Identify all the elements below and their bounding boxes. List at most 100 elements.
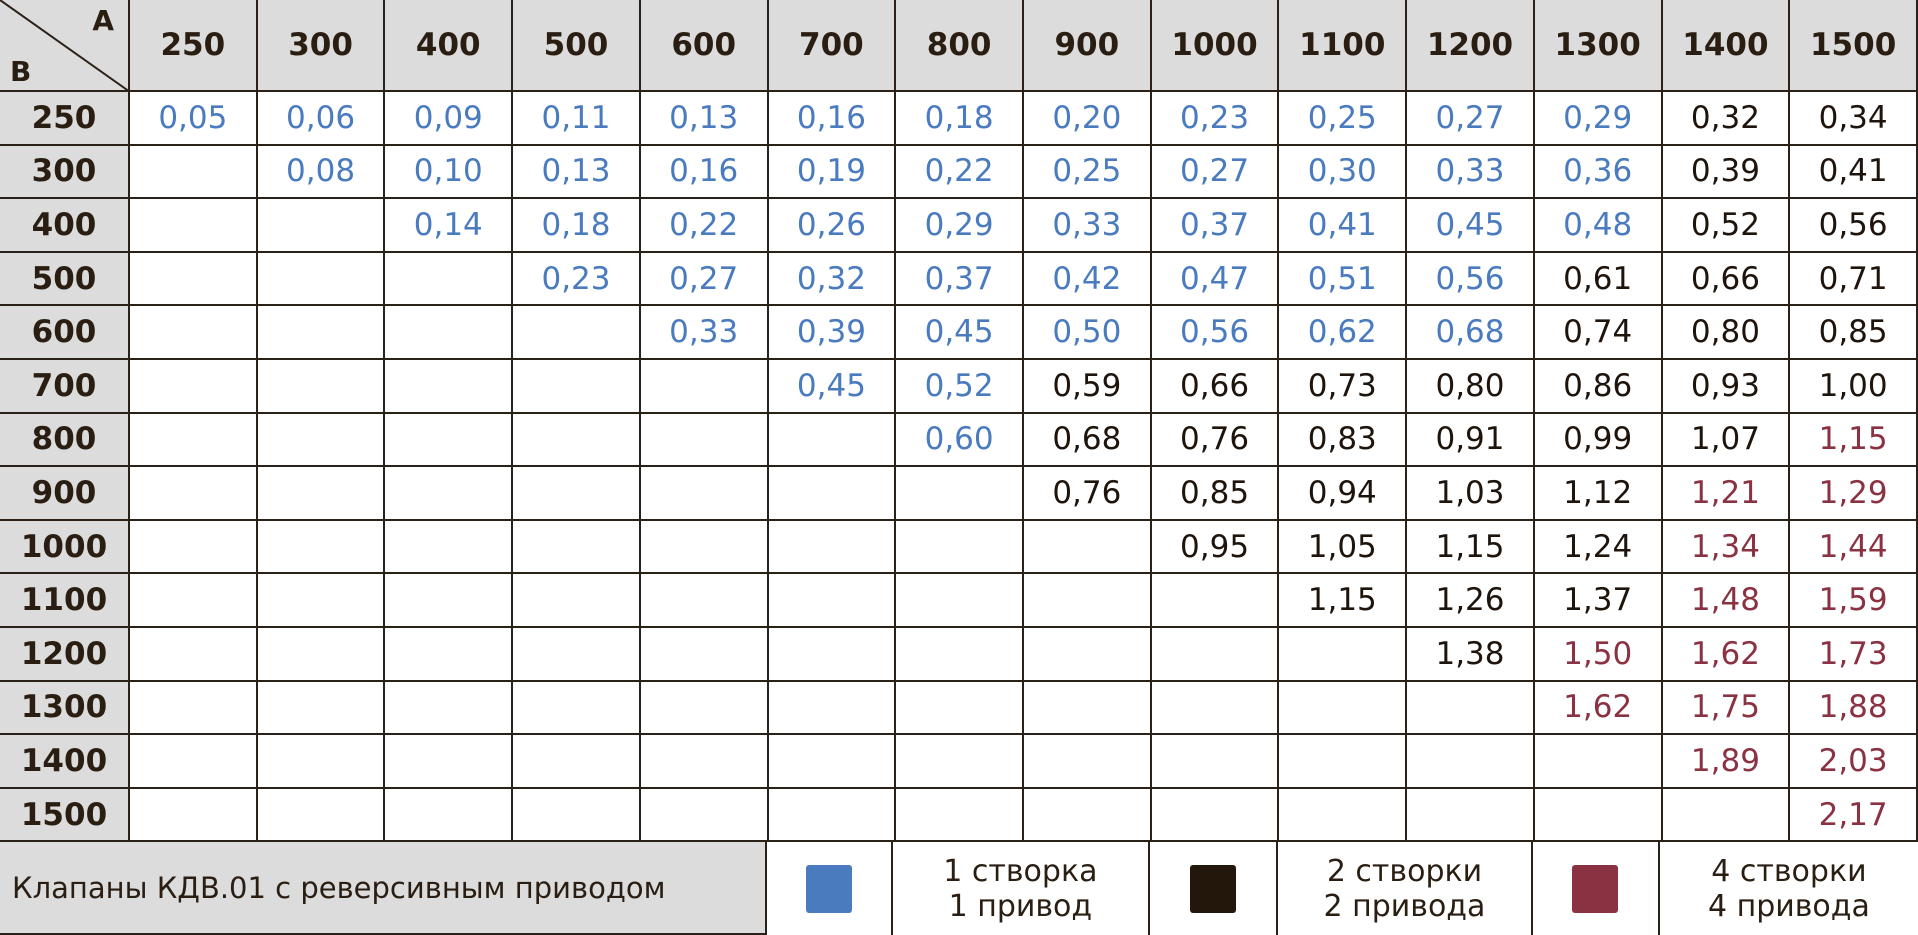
empty-cell [385, 252, 514, 307]
legend-swatch-cell [1533, 842, 1660, 935]
value-cell: 0,32 [1662, 92, 1791, 146]
empty-cell [1279, 788, 1408, 843]
value-cell: 0,60 [896, 413, 1024, 468]
empty-cell [513, 735, 641, 789]
empty-cell [1407, 735, 1535, 789]
empty-cell [640, 520, 769, 575]
row-header: 1300 [0, 681, 130, 736]
legend-label-line: 4 привода [1707, 888, 1870, 924]
value-cell: 0,25 [1024, 145, 1152, 200]
legend-label: 1 створка 1 привод [893, 842, 1150, 935]
value-cell: 0,13 [640, 92, 769, 146]
value-cell: 0,85 [1790, 306, 1918, 360]
empty-cell [1024, 735, 1152, 789]
value-cell: 0,27 [1407, 92, 1535, 146]
value-cell: 0,86 [1534, 360, 1663, 414]
row-header: 1200 [0, 628, 130, 682]
empty-cell [640, 413, 769, 468]
empty-cell [130, 788, 258, 843]
column-header: 300 [257, 0, 386, 92]
value-cell: 0,26 [768, 199, 897, 253]
empty-cell [257, 520, 386, 575]
value-cell: 0,33 [1407, 145, 1535, 200]
value-cell: 0,56 [1790, 199, 1918, 253]
value-cell: 1,12 [1534, 467, 1663, 521]
value-cell: 0,23 [513, 252, 641, 307]
value-cell: 0,68 [1407, 306, 1535, 360]
corner-diagonal [0, 0, 130, 92]
value-cell: 2,17 [1790, 788, 1918, 843]
empty-cell [1279, 735, 1408, 789]
value-cell: 0,45 [1407, 199, 1535, 253]
value-cell: 0,34 [1790, 92, 1918, 146]
empty-cell [130, 360, 258, 414]
empty-cell [1151, 681, 1280, 736]
value-cell: 0,80 [1407, 360, 1535, 414]
value-cell: 1,38 [1407, 628, 1535, 682]
empty-cell [130, 681, 258, 736]
value-cell: 0,36 [1534, 145, 1663, 200]
empty-cell [640, 681, 769, 736]
empty-cell [513, 360, 641, 414]
value-cell: 0,29 [1534, 92, 1663, 146]
value-cell: 0,99 [1534, 413, 1663, 468]
value-cell: 0,32 [768, 252, 897, 307]
value-cell: 0,30 [1279, 145, 1408, 200]
empty-cell [1151, 788, 1280, 843]
empty-cell [768, 467, 897, 521]
empty-cell [130, 199, 258, 253]
legend-swatch [1190, 864, 1237, 913]
empty-cell [130, 306, 258, 360]
empty-cell [130, 574, 258, 628]
empty-cell [768, 574, 897, 628]
empty-cell [1407, 788, 1535, 843]
empty-cell [130, 467, 258, 521]
value-cell: 1,50 [1534, 628, 1663, 682]
column-header: 800 [896, 0, 1024, 92]
column-header: 600 [640, 0, 769, 92]
empty-cell [640, 628, 769, 682]
empty-cell [513, 467, 641, 521]
empty-cell [257, 628, 386, 682]
value-cell: 0,18 [513, 199, 641, 253]
value-cell: 1,00 [1790, 360, 1918, 414]
value-cell: 0,22 [896, 145, 1024, 200]
column-header: 500 [513, 0, 641, 92]
row-header: 300 [0, 145, 130, 200]
value-cell: 0,91 [1407, 413, 1535, 468]
empty-cell [385, 788, 514, 843]
value-cell: 0,83 [1279, 413, 1408, 468]
value-cell: 0,11 [513, 92, 641, 146]
value-cell: 0,33 [1024, 199, 1152, 253]
value-cell: 0,16 [768, 92, 897, 146]
empty-cell [768, 520, 897, 575]
value-cell: 1,29 [1790, 467, 1918, 521]
value-cell: 0,48 [1534, 199, 1663, 253]
legend-label-line: 2 привода [1323, 888, 1486, 924]
value-cell: 0,14 [385, 199, 514, 253]
value-cell: 0,61 [1534, 252, 1663, 307]
corner-label: B [10, 55, 32, 88]
empty-cell [896, 735, 1024, 789]
value-cell: 0,41 [1279, 199, 1408, 253]
value-cell: 1,48 [1662, 574, 1791, 628]
row-header: 1100 [0, 574, 130, 628]
row-header: 800 [0, 413, 130, 468]
empty-cell [1024, 628, 1152, 682]
legend-swatch-cell [767, 842, 893, 935]
empty-cell [896, 520, 1024, 575]
row-header: 1000 [0, 520, 130, 575]
legend-label-line: 4 створки [1711, 853, 1867, 889]
legend-label: 2 створки 2 привода [1278, 842, 1533, 935]
value-cell: 1,24 [1534, 520, 1663, 575]
column-header: 400 [385, 0, 514, 92]
empty-cell [385, 520, 514, 575]
value-cell: 1,73 [1790, 628, 1918, 682]
column-header: 250 [130, 0, 258, 92]
empty-cell [1279, 681, 1408, 736]
row-header: 900 [0, 467, 130, 521]
empty-cell [385, 574, 514, 628]
value-cell: 2,03 [1790, 735, 1918, 789]
empty-cell [513, 788, 641, 843]
value-cell: 0,33 [640, 306, 769, 360]
